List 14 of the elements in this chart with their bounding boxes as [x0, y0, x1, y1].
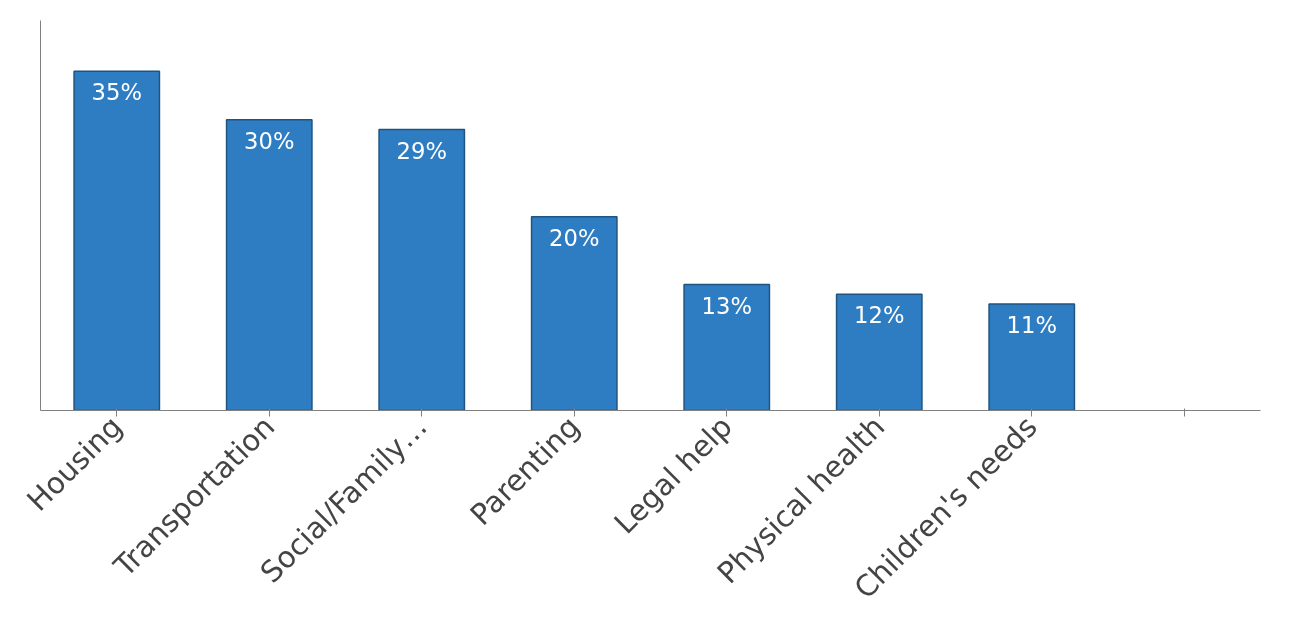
bar	[225, 119, 313, 411]
data-label: 29%	[396, 137, 447, 164]
data-label: 12%	[854, 302, 905, 329]
data-label: 20%	[549, 224, 600, 251]
bar	[988, 303, 1076, 411]
bar	[378, 128, 466, 411]
data-label: 35%	[91, 79, 142, 106]
bar	[73, 70, 161, 411]
data-label: 11%	[1006, 311, 1057, 338]
data-label: 13%	[701, 292, 752, 319]
bar	[530, 215, 618, 411]
bar	[683, 283, 771, 411]
data-label: 30%	[244, 127, 295, 154]
bar	[835, 293, 923, 411]
